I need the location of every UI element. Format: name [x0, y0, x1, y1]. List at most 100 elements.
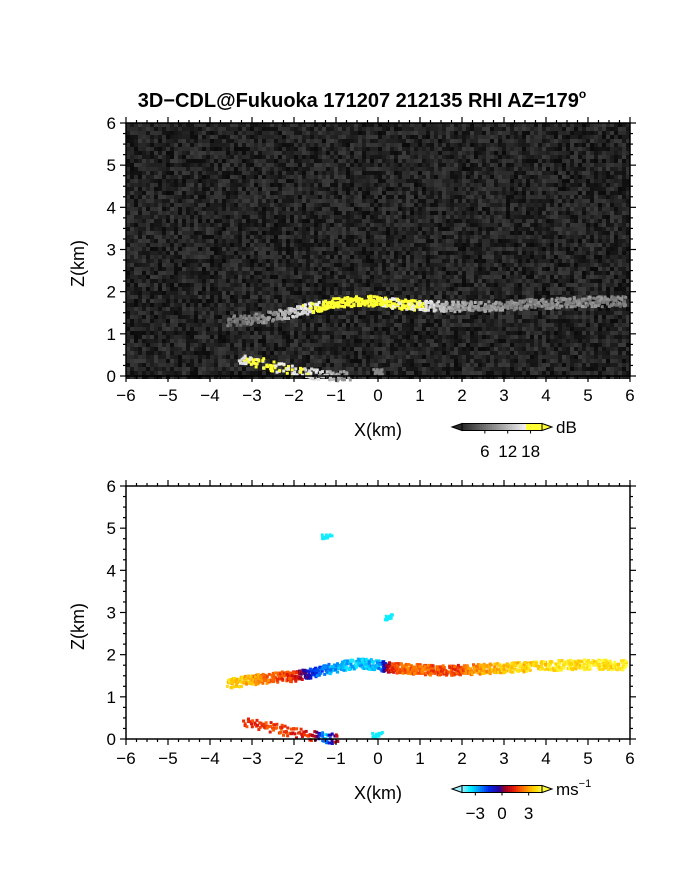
echo-cell — [306, 734, 310, 738]
echo-cell — [325, 370, 329, 374]
echo-cell — [391, 667, 395, 670]
echo-cell — [444, 309, 448, 313]
echo-cell — [573, 304, 577, 308]
echo-cell — [334, 297, 338, 301]
echo-cell — [333, 666, 337, 670]
echo-cell — [474, 664, 478, 668]
echo-cell — [440, 306, 443, 310]
echo-cell — [250, 357, 254, 361]
echo-cell — [426, 671, 430, 675]
colorbar-segment — [462, 423, 465, 431]
echo-cell — [529, 303, 533, 307]
colorbar-segment — [502, 423, 505, 431]
echo-cell — [549, 307, 553, 310]
echo-cell — [341, 378, 345, 382]
echo-cell — [606, 661, 610, 665]
echo-cell — [235, 677, 239, 681]
echo-cell — [285, 672, 289, 676]
echo-cell — [356, 304, 360, 308]
echo-cell — [587, 660, 590, 664]
colorbar-segment — [540, 785, 543, 793]
echo-cell — [555, 303, 559, 306]
echo-cell — [499, 306, 503, 310]
echo-cell — [284, 730, 288, 733]
echo-cell — [306, 669, 310, 673]
echo-cell — [488, 665, 492, 668]
echo-cell — [603, 297, 607, 301]
echo-cell — [356, 657, 360, 661]
echo-cell — [239, 361, 242, 365]
echo-cell — [271, 676, 275, 680]
echo-cell — [602, 664, 606, 668]
echo-cell — [501, 308, 505, 312]
echo-cell — [582, 662, 586, 666]
x-tick-label: −1 — [326, 386, 345, 405]
echo-cell — [594, 301, 598, 305]
echo-cell — [298, 672, 301, 676]
echo-cell — [314, 307, 318, 311]
echo-cell — [313, 668, 317, 672]
echo-cell — [442, 309, 446, 313]
echo-cell — [485, 664, 489, 668]
echo-cell — [337, 666, 341, 670]
echo-cell — [225, 684, 229, 688]
colorbar-segment — [504, 785, 507, 793]
echo-cell — [302, 304, 305, 308]
echo-cell — [405, 665, 409, 669]
echo-cell — [426, 666, 430, 670]
colorbar-segment — [494, 785, 497, 793]
echo-cell — [342, 370, 346, 374]
echo-cell — [307, 671, 311, 675]
velocity-colorbar-unit-exponent: −1 — [579, 778, 592, 790]
colorbar-segment — [500, 785, 503, 793]
echo-cell — [254, 675, 258, 679]
echo-cell — [598, 667, 602, 671]
echo-cell — [278, 674, 282, 678]
x-tick-label: −5 — [158, 749, 177, 768]
echo-cell — [309, 371, 313, 375]
colorbar-left-arrow — [450, 422, 463, 432]
colorbar-segment — [524, 423, 527, 431]
echo-cell — [466, 669, 470, 673]
echo-cell — [252, 675, 256, 679]
echo-cell — [405, 307, 409, 311]
echo-cell — [623, 666, 627, 670]
echo-cell — [561, 298, 565, 302]
echo-cell — [325, 373, 329, 377]
echo-cell — [613, 660, 617, 664]
echo-cell — [564, 297, 568, 301]
echo-cell — [418, 671, 422, 675]
echo-cell — [401, 671, 405, 675]
echo-cell — [254, 312, 258, 316]
echo-cell — [479, 301, 483, 304]
echo-cell — [230, 320, 234, 324]
echo-cell — [480, 306, 484, 310]
echo-cell — [305, 675, 309, 679]
echo-cell — [304, 729, 308, 733]
echo-cell — [320, 533, 324, 537]
echo-cell — [311, 673, 315, 677]
echo-cell — [314, 370, 318, 374]
echo-cell — [314, 666, 318, 670]
echo-cell — [529, 661, 533, 665]
echo-cell — [243, 674, 247, 678]
x-tick-label: −5 — [158, 386, 177, 405]
echo-cell — [268, 310, 272, 314]
echo-cell — [254, 358, 258, 362]
echo-cell — [506, 305, 510, 309]
echo-cell — [322, 664, 326, 668]
echo-cell — [569, 661, 573, 665]
echo-cell — [512, 663, 516, 667]
echo-cell — [483, 309, 487, 313]
echo-cell — [230, 678, 233, 682]
echo-cell — [347, 668, 351, 671]
echo-cell — [297, 305, 301, 309]
echo-cell — [533, 306, 537, 310]
colorbar-segment — [492, 785, 495, 793]
echo-cell — [603, 658, 607, 662]
colorbar-segment — [530, 423, 533, 431]
velocity-y-axis-label: Z(km) — [68, 603, 88, 650]
echo-cell — [312, 309, 316, 313]
echo-cell — [251, 719, 255, 723]
echo-cell — [295, 727, 299, 731]
